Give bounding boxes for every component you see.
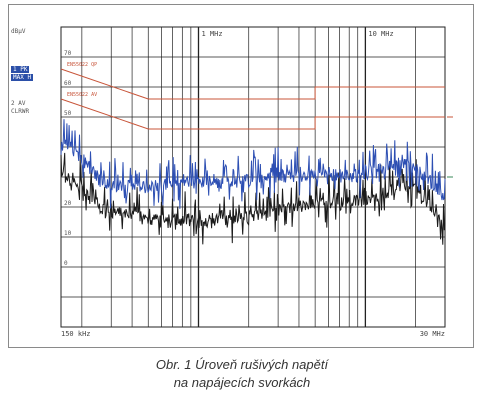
data-series <box>60 119 446 245</box>
y-tick-label: 70 <box>64 50 72 57</box>
limit-line-label-2: EN55022 AV <box>67 92 97 98</box>
y-tick-label: 0 <box>64 260 68 267</box>
emi-spectrum-chart: EN55022 QP EN55022 AV 70 60 50 20 10 0 150 kHz 1… <box>60 26 453 338</box>
y-tick-label: 50 <box>64 110 72 117</box>
trace2-label-line2: CLRWR <box>11 108 30 115</box>
y-tick-label: 10 <box>64 230 72 237</box>
trace1-label-line1: 1 PK <box>11 66 30 73</box>
limit-line-1 <box>60 68 445 100</box>
x-tick-label-10mhz: 10 MHz <box>368 30 393 38</box>
x-tick-label-stop: 30 MHz <box>420 330 445 338</box>
limit-lines: EN55022 QP EN55022 AV <box>60 62 445 130</box>
trace2-label-line1: 2 AV <box>11 100 26 107</box>
caption-line-1: Obr. 1 Úroveň rušivých napětí <box>155 357 329 372</box>
series-line-1 <box>60 119 446 209</box>
series-line-2 <box>60 152 446 245</box>
unit-label: dBµV <box>11 28 26 35</box>
y-tick-label: 60 <box>64 80 72 87</box>
axis-labels: 70 60 50 20 10 0 150 kHz 1 MHz 10 MHz 30 MHz <box>61 30 453 338</box>
y-tick-label: 20 <box>64 200 72 207</box>
caption-line-2: na napájecích svorkách <box>173 375 311 390</box>
limit-line-label-1: EN55022 QP <box>67 62 97 68</box>
trace1-label-line2: MAX H <box>11 74 34 81</box>
figure-frame: EN55022 QP EN55022 AV 70 60 50 20 10 0 150 kHz 1… <box>8 4 474 348</box>
figure-caption: Obr. 1 Úroveň rušivých napětí na napájec… <box>0 356 484 392</box>
x-tick-label-start: 150 kHz <box>61 330 91 338</box>
limit-line-2 <box>60 98 445 130</box>
x-tick-label-1mhz: 1 MHz <box>201 30 222 38</box>
